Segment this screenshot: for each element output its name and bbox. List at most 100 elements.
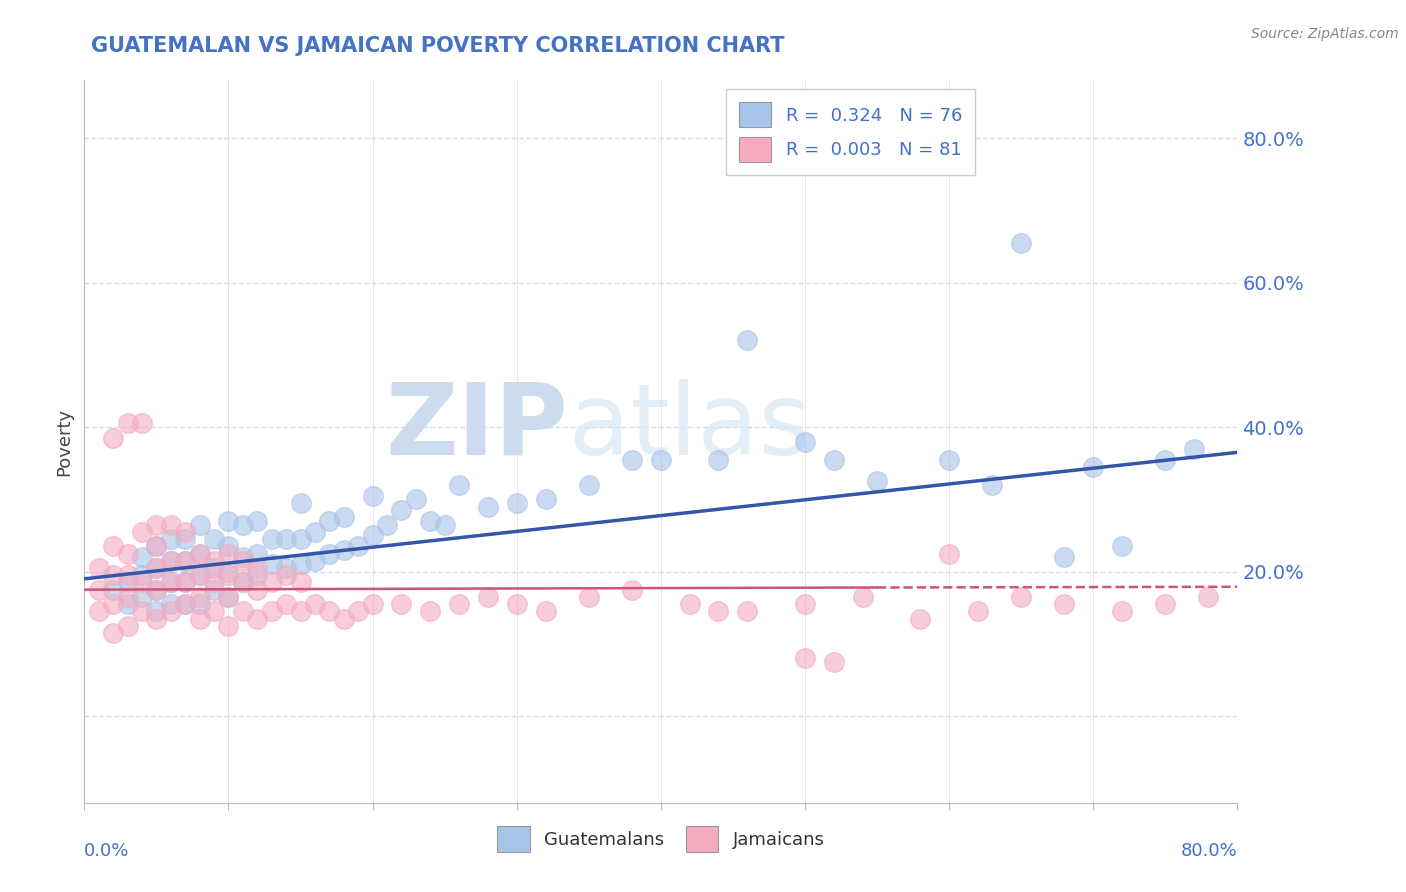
Point bbox=[145, 517, 167, 532]
Point bbox=[794, 597, 817, 611]
Point bbox=[361, 597, 384, 611]
Point bbox=[174, 575, 197, 590]
Point bbox=[433, 517, 456, 532]
Point bbox=[506, 597, 529, 611]
Point bbox=[117, 619, 139, 633]
Point bbox=[938, 547, 960, 561]
Point bbox=[260, 604, 283, 618]
Point bbox=[145, 582, 167, 597]
Text: 0.0%: 0.0% bbox=[84, 842, 129, 860]
Point bbox=[318, 547, 340, 561]
Point bbox=[103, 582, 124, 597]
Point bbox=[202, 604, 225, 618]
Point bbox=[131, 604, 153, 618]
Point bbox=[160, 597, 183, 611]
Point bbox=[246, 582, 269, 597]
Point bbox=[290, 575, 312, 590]
Point bbox=[866, 475, 889, 489]
Point bbox=[333, 611, 356, 625]
Point bbox=[103, 539, 124, 553]
Point bbox=[87, 561, 110, 575]
Point bbox=[103, 626, 124, 640]
Point bbox=[103, 568, 124, 582]
Point bbox=[276, 568, 298, 582]
Point bbox=[117, 590, 139, 604]
Point bbox=[246, 514, 269, 528]
Point bbox=[823, 655, 845, 669]
Point bbox=[375, 517, 398, 532]
Point bbox=[218, 565, 240, 579]
Point bbox=[117, 568, 139, 582]
Point bbox=[160, 604, 183, 618]
Point bbox=[578, 590, 600, 604]
Point bbox=[202, 575, 225, 590]
Point bbox=[87, 582, 110, 597]
Point bbox=[188, 611, 211, 625]
Point bbox=[232, 575, 254, 590]
Point bbox=[737, 334, 759, 348]
Point bbox=[174, 575, 197, 590]
Point bbox=[361, 489, 384, 503]
Point bbox=[449, 597, 471, 611]
Point bbox=[1111, 604, 1133, 618]
Point bbox=[304, 597, 326, 611]
Point bbox=[117, 547, 139, 561]
Point bbox=[131, 568, 153, 582]
Point bbox=[347, 539, 370, 553]
Point bbox=[449, 478, 471, 492]
Point bbox=[290, 604, 312, 618]
Point bbox=[160, 575, 183, 590]
Point bbox=[852, 590, 875, 604]
Point bbox=[260, 558, 283, 572]
Point bbox=[232, 554, 254, 568]
Point bbox=[506, 496, 529, 510]
Point bbox=[131, 550, 153, 565]
Point bbox=[174, 597, 197, 611]
Point bbox=[304, 554, 326, 568]
Point bbox=[361, 528, 384, 542]
Point bbox=[260, 575, 283, 590]
Point bbox=[1083, 459, 1105, 474]
Point bbox=[117, 575, 139, 590]
Point bbox=[218, 514, 240, 528]
Point bbox=[145, 604, 167, 618]
Point bbox=[333, 510, 356, 524]
Point bbox=[1010, 235, 1032, 250]
Point bbox=[1198, 590, 1220, 604]
Point bbox=[290, 558, 312, 572]
Text: GUATEMALAN VS JAMAICAN POVERTY CORRELATION CHART: GUATEMALAN VS JAMAICAN POVERTY CORRELATI… bbox=[91, 36, 785, 55]
Point bbox=[218, 619, 240, 633]
Legend: Guatemalans, Jamaicans: Guatemalans, Jamaicans bbox=[489, 819, 832, 859]
Text: ZIP: ZIP bbox=[385, 378, 568, 475]
Text: atlas: atlas bbox=[568, 378, 810, 475]
Point bbox=[794, 651, 817, 665]
Point bbox=[318, 604, 340, 618]
Point bbox=[391, 503, 413, 517]
Point bbox=[276, 532, 298, 546]
Point bbox=[145, 539, 167, 553]
Point bbox=[202, 561, 225, 575]
Point bbox=[188, 517, 211, 532]
Point bbox=[232, 604, 254, 618]
Point bbox=[87, 604, 110, 618]
Point bbox=[1154, 597, 1177, 611]
Point bbox=[232, 517, 254, 532]
Point bbox=[131, 417, 153, 431]
Point bbox=[650, 452, 672, 467]
Point bbox=[174, 524, 197, 539]
Point bbox=[218, 547, 240, 561]
Point bbox=[318, 514, 340, 528]
Point bbox=[290, 496, 312, 510]
Point bbox=[707, 452, 730, 467]
Point bbox=[232, 575, 254, 590]
Point bbox=[218, 539, 240, 553]
Point bbox=[621, 582, 644, 597]
Point bbox=[794, 434, 817, 449]
Point bbox=[347, 604, 370, 618]
Point bbox=[188, 568, 211, 582]
Point bbox=[145, 561, 167, 575]
Point bbox=[202, 532, 225, 546]
Point bbox=[967, 604, 990, 618]
Point bbox=[276, 597, 298, 611]
Point bbox=[218, 590, 240, 604]
